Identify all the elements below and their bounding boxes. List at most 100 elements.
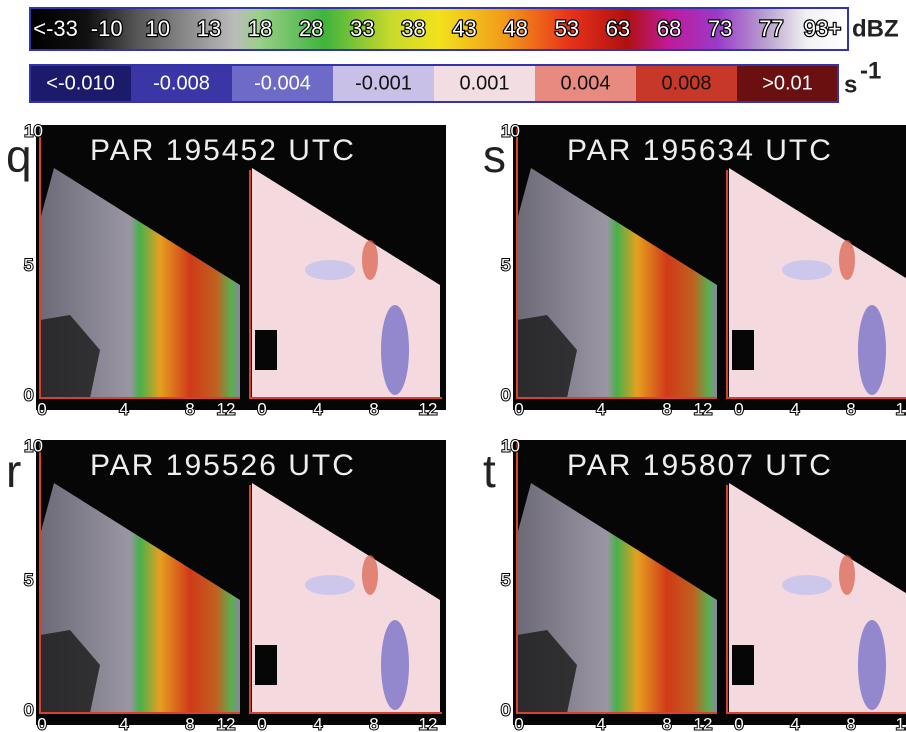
x-tick-label: 8	[185, 714, 194, 732]
dbz-label: 28	[299, 16, 323, 41]
y-tick-label: 5	[501, 255, 510, 274]
divergence-blob	[858, 620, 886, 710]
dbz-colorbar	[29, 7, 849, 51]
x-tick-label: 12	[896, 714, 906, 732]
x-tick-label: 12	[217, 714, 236, 732]
y-tick-label: 5	[24, 570, 33, 589]
axes	[39, 128, 442, 399]
divergence-blob	[381, 305, 409, 395]
axes	[516, 128, 906, 399]
panel-letter: s	[483, 130, 506, 182]
x-tick-label: 12	[896, 399, 906, 418]
dbz-label: -10	[91, 16, 123, 41]
divergence-segment	[131, 65, 233, 102]
divergence-blob	[381, 620, 409, 710]
panel-title: PAR 195807 UTC	[567, 449, 833, 482]
panel-title: PAR 195452 UTC	[90, 134, 356, 167]
dbz-label: 48	[503, 16, 527, 41]
x-tick-label: 4	[119, 714, 128, 732]
x-tick-label: 8	[185, 399, 194, 418]
panel-letter: t	[483, 445, 496, 497]
x-tick-label: 0	[37, 399, 46, 418]
x-tick-label: 8	[662, 714, 671, 732]
panel-title: PAR 195526 UTC	[90, 449, 356, 482]
divergence-label: -0.004	[254, 72, 311, 94]
x-tick-label: 4	[790, 714, 799, 732]
x-tick-label: 12	[419, 399, 438, 418]
panel-divider	[717, 440, 727, 725]
y-tick-label: 10	[24, 436, 43, 455]
divergence-blob	[362, 240, 378, 280]
reflectivity-gaps	[517, 630, 577, 713]
reflectivity-gaps	[40, 315, 100, 398]
x-tick-label: 4	[313, 399, 322, 418]
divergence-segment	[535, 65, 637, 102]
divergence-segment	[232, 65, 334, 102]
x-tick-label: 0	[37, 714, 46, 732]
x-tick-label: 8	[846, 399, 855, 418]
dbz-label: <-33	[33, 16, 78, 41]
x-tick-label: 0	[257, 714, 266, 732]
dbz-unit: dBZ	[852, 15, 899, 42]
divergence-label: -0.008	[153, 72, 210, 94]
reflectivity-gaps	[40, 630, 100, 713]
x-tick-label: 12	[419, 714, 438, 732]
divergence-gap	[255, 330, 277, 370]
divergence-blob	[362, 555, 378, 595]
divergence-gap	[732, 645, 754, 685]
dbz-label: 18	[248, 16, 272, 41]
dbz-label: 93+	[804, 16, 841, 41]
y-tick-label: 10	[24, 121, 43, 140]
dbz-label: 38	[401, 16, 425, 41]
divergence-segment	[636, 65, 738, 102]
x-tick-label: 4	[596, 399, 605, 418]
y-tick-label: 5	[501, 570, 510, 589]
divergence-label: 0.001	[459, 72, 509, 94]
y-tick-label: 0	[501, 385, 510, 404]
y-tick-label: 0	[24, 385, 33, 404]
panel-letter: q	[6, 130, 32, 182]
panel-divider	[240, 125, 250, 410]
panel-title: PAR 195634 UTC	[567, 134, 833, 167]
x-tick-label: 12	[694, 399, 713, 418]
divergence-segment	[737, 65, 839, 102]
divergence-label: -0.001	[355, 72, 412, 94]
divergence-gap	[255, 645, 277, 685]
panel-divider	[240, 440, 250, 725]
y-tick-label: 5	[24, 255, 33, 274]
y-tick-label: 0	[24, 700, 33, 719]
axes	[516, 443, 906, 714]
divergence-segment	[434, 65, 536, 102]
y-tick-label: 10	[501, 121, 520, 140]
divergence-segment	[30, 65, 132, 102]
divergence-unit: s	[844, 71, 857, 98]
x-tick-label: 8	[369, 399, 378, 418]
divergence-gap	[732, 330, 754, 370]
divergence-label: >0.01	[762, 72, 813, 94]
dbz-label: 10	[146, 16, 170, 41]
divergence-segment	[333, 65, 435, 102]
divergence-label: 0.004	[560, 72, 610, 94]
dbz-label: 77	[759, 16, 783, 41]
dbz-label: 53	[555, 16, 579, 41]
divergence-blob	[839, 555, 855, 595]
x-tick-label: 12	[217, 399, 236, 418]
reflectivity-gaps	[517, 315, 577, 398]
divergence-blob	[858, 305, 886, 395]
divergence-label: <-0.010	[46, 72, 114, 94]
dbz-label: 33	[350, 16, 374, 41]
y-tick-label: 0	[501, 700, 510, 719]
divergence-blob	[305, 260, 355, 280]
x-tick-label: 0	[514, 714, 523, 732]
divergence-frame	[29, 64, 839, 103]
divergence-blob	[782, 260, 832, 280]
x-tick-label: 8	[369, 714, 378, 732]
x-tick-label: 0	[734, 714, 743, 732]
x-tick-label: 8	[846, 714, 855, 732]
dbz-label: 63	[606, 16, 630, 41]
x-tick-label: 12	[694, 714, 713, 732]
